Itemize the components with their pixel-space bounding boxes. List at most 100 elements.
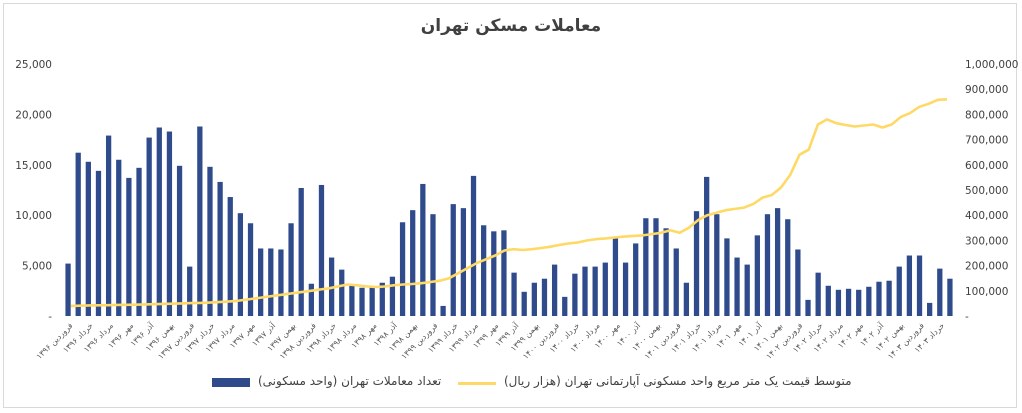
- y-left-tick-label: 15,000: [15, 160, 52, 172]
- bar: [866, 286, 872, 316]
- bar: [470, 175, 477, 316]
- bar: [927, 302, 933, 316]
- bar: [612, 238, 619, 316]
- legend-bar-swatch: [212, 378, 250, 387]
- price-line: [70, 98, 948, 308]
- bar: [126, 177, 132, 316]
- bar: [511, 272, 517, 316]
- bar: [227, 197, 233, 316]
- bar: [764, 214, 771, 316]
- bar: [481, 225, 487, 316]
- chart-title: معاملات مسکن تهران: [420, 16, 602, 36]
- bar: [339, 269, 345, 316]
- bar: [683, 282, 690, 316]
- y-right-tick-label: 500,000: [965, 185, 1008, 197]
- bar: [541, 278, 548, 316]
- bar: [399, 222, 406, 316]
- bar: [116, 159, 122, 316]
- bar: [947, 278, 953, 316]
- bar: [450, 204, 456, 316]
- y-right-tick-label: -: [965, 311, 969, 323]
- bar: [551, 264, 558, 316]
- bar: [379, 282, 385, 316]
- y-right-tick-label: 200,000: [965, 261, 1008, 273]
- y-left-tick-label: 5,000: [22, 261, 52, 273]
- bar: [643, 218, 649, 316]
- bar: [805, 299, 811, 316]
- bar: [562, 296, 568, 316]
- y-right-tick-label: 900,000: [965, 84, 1008, 96]
- bar: [268, 248, 274, 316]
- bar: [166, 131, 173, 316]
- bar: [491, 231, 497, 316]
- bar: [724, 238, 730, 316]
- bar: [653, 218, 659, 316]
- y-right-tick-label: 700,000: [965, 135, 1008, 147]
- bar: [602, 262, 608, 316]
- bar: [65, 263, 71, 316]
- bar: [440, 305, 446, 316]
- legend-line-label: متوسط قیمت یک متر مربع واحد مسکونی آپارت…: [504, 374, 852, 388]
- bar: [856, 289, 862, 316]
- bar: [146, 137, 152, 316]
- legend-line-swatch: [458, 382, 496, 385]
- bar: [420, 183, 426, 316]
- bar: [237, 213, 244, 316]
- bar: [176, 165, 183, 316]
- bar: [389, 276, 396, 316]
- bar: [156, 127, 162, 316]
- bar: [410, 210, 416, 316]
- bar: [673, 248, 679, 316]
- bar: [744, 264, 750, 316]
- bar: [734, 257, 740, 316]
- bar: [572, 273, 578, 316]
- bar: [501, 230, 507, 316]
- bar: [247, 223, 254, 316]
- bar: [663, 228, 669, 316]
- bar: [521, 291, 527, 316]
- bar: [278, 249, 284, 316]
- bar: [886, 280, 892, 316]
- bar: [85, 161, 91, 316]
- bar: [582, 266, 588, 316]
- bar: [693, 211, 700, 316]
- bar: [460, 208, 467, 316]
- y-left-tick-label: -: [48, 311, 52, 323]
- legend-bar-label: تعداد معاملات تهران (واحد مسکونی): [258, 374, 442, 388]
- bar: [916, 255, 923, 316]
- bar: [288, 223, 294, 316]
- bar: [845, 288, 852, 316]
- y-left-tick-label: 25,000: [15, 59, 52, 71]
- y-right-tick-label: 100,000: [965, 286, 1008, 298]
- bar: [369, 286, 375, 316]
- bar: [308, 283, 314, 316]
- bar: [592, 266, 598, 316]
- bar: [349, 285, 355, 316]
- bar: [187, 266, 193, 316]
- bar: [815, 272, 821, 316]
- bar: [258, 248, 264, 316]
- bar: [714, 214, 720, 316]
- y-right-tick-label: 600,000: [965, 160, 1008, 172]
- bar: [318, 184, 325, 316]
- bar: [105, 135, 112, 316]
- y-right-tick-label: 400,000: [965, 210, 1008, 222]
- bar: [795, 249, 801, 316]
- bar: [876, 281, 882, 316]
- bar: [136, 167, 142, 316]
- y-left-tick-label: 10,000: [15, 210, 52, 222]
- bar: [207, 166, 213, 316]
- bar: [754, 235, 760, 316]
- bar: [785, 219, 791, 316]
- bar: [774, 208, 781, 316]
- bar: [197, 126, 203, 316]
- bar: [906, 255, 913, 316]
- y-right-tick-label: 800,000: [965, 109, 1008, 121]
- bar: [896, 266, 902, 316]
- bar: [937, 268, 943, 316]
- bar: [704, 176, 710, 316]
- bar: [359, 287, 365, 316]
- y-right-tick-label: 300,000: [965, 235, 1008, 247]
- y-right-tick-label: 1,000,000: [965, 59, 1018, 71]
